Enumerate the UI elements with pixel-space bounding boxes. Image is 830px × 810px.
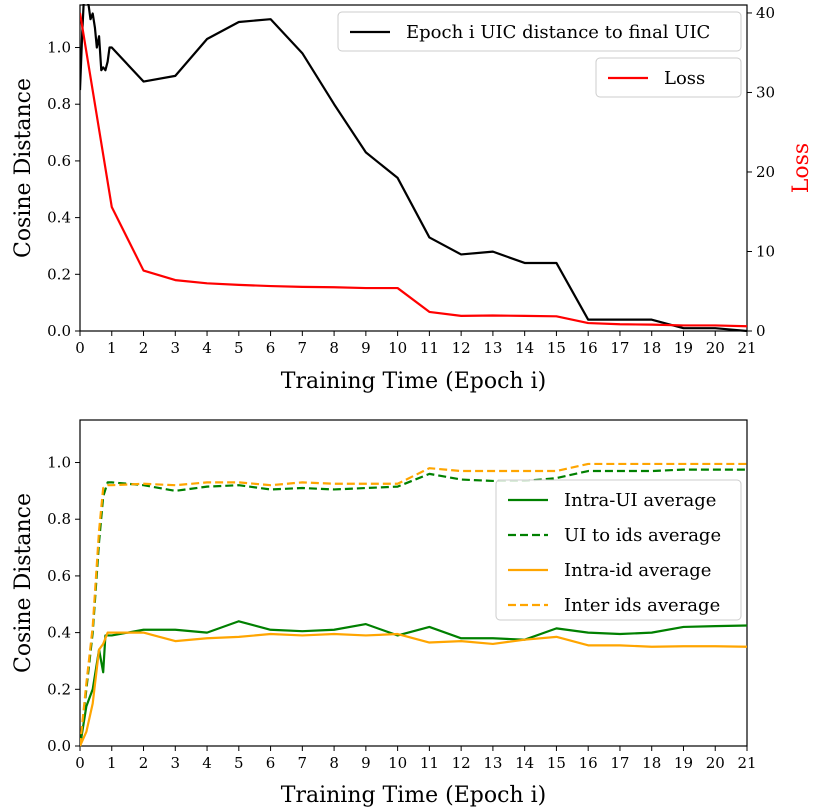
x-tick-label: 18: [642, 754, 661, 772]
x-tick-label: 19: [674, 339, 693, 357]
y-tick-label: 1.0: [47, 39, 71, 57]
y-tick-label: 0.6: [47, 567, 71, 585]
x-tick-label: 15: [547, 754, 566, 772]
series-group: [80, 4, 747, 332]
x-tick-label: 11: [420, 754, 439, 772]
legend-label: Epoch i UIC distance to final UIC: [406, 22, 710, 43]
x-tick-label: 10: [388, 339, 407, 357]
x-tick-label: 14: [515, 754, 534, 772]
x-tick-label: 8: [329, 339, 339, 357]
series-line-intra-ui-average: [80, 620, 747, 747]
legend-label: UI to ids average: [564, 525, 721, 546]
y-tick-label: 0.2: [47, 265, 71, 283]
y2-tick-label: 0: [756, 322, 766, 340]
legend: Loss: [595, 57, 742, 98]
y-tick-label: 0.4: [47, 624, 71, 642]
y-tick-label: 0.0: [47, 737, 71, 755]
y-tick-label: 1.0: [47, 454, 71, 472]
x-tick-label: 6: [266, 754, 276, 772]
series-line-ui-to-ids-average: [80, 468, 747, 747]
x-tick-label: 5: [234, 339, 244, 357]
x-tick-label: 17: [610, 754, 629, 772]
series-line-inter-ids-average: [80, 462, 747, 747]
x-tick-label: 14: [515, 339, 534, 357]
x-tick-label: 10: [388, 754, 407, 772]
x-tick-label: 4: [202, 754, 212, 772]
y2-tick-label: 40: [756, 4, 775, 22]
x-tick-label: 9: [361, 339, 371, 357]
legend-box: [595, 57, 742, 98]
bottom-chart: 0 1 2 3 4 5 6 7 8 9 10 11 12 13 14 15 16 17 18 19 20 210.00.2…: [11, 419, 757, 808]
x-tick-label: 2: [139, 339, 149, 357]
x-tick-label: 8: [329, 754, 339, 772]
x-tick-label: 12: [452, 754, 471, 772]
x-tick-label: 13: [483, 339, 502, 357]
x-tick-label: 13: [483, 754, 502, 772]
x-tick-label: 7: [298, 754, 308, 772]
x-tick-label: 21: [737, 754, 756, 772]
series-line-epoch-i-uic-distance-to-final-uic: [80, 4, 747, 332]
x-tick-label: 3: [171, 339, 181, 357]
x-tick-label: 20: [706, 754, 725, 772]
y-axis-label: Cosine Distance: [11, 78, 36, 258]
top-chart: 0 1 2 3 4 5 6 7 8 9 10 11 12 13 14 15 16 17 18 19 20 210.00.2…: [11, 4, 814, 394]
x-tick-label: 15: [547, 339, 566, 357]
x-tick-label: 17: [610, 339, 629, 357]
legend-box: [495, 479, 742, 621]
y-axis-label: Cosine Distance: [11, 493, 36, 673]
x-axis-label: Training Time (Epoch i): [281, 783, 546, 808]
legend-label: Loss: [664, 68, 705, 89]
legend: Intra-UI average UI to ids average Intra-i…: [495, 479, 742, 621]
x-tick-label: 19: [674, 754, 693, 772]
y2-tick-label: 20: [756, 163, 775, 181]
legend-label: Intra-UI average: [564, 490, 716, 511]
y-tick-label: 0.0: [47, 322, 71, 340]
series-line-loss: [80, 12, 747, 328]
x-tick-label: 3: [171, 754, 181, 772]
x-tick-label: 16: [579, 339, 598, 357]
y2-tick-label: 10: [756, 242, 775, 260]
x-tick-label: 12: [452, 339, 471, 357]
x-tick-label: 5: [234, 754, 244, 772]
x-tick-label: 20: [706, 339, 725, 357]
y-tick-label: 0.2: [47, 680, 71, 698]
legend-box: [337, 11, 742, 52]
y-tick-label: 0.8: [47, 95, 71, 113]
series-line-intra-id-average: [80, 631, 747, 747]
plot-frame: [79, 4, 748, 332]
x-tick-label: 21: [737, 339, 756, 357]
x-tick-label: 7: [298, 339, 308, 357]
y-tick-label: 0.4: [47, 209, 71, 227]
y-tick-label: 0.8: [47, 510, 71, 528]
x-axis-label: Training Time (Epoch i): [281, 369, 546, 394]
legend: Epoch i UIC distance to final UIC: [337, 11, 742, 52]
x-tick-label: 6: [266, 339, 276, 357]
x-tick-label: 1: [107, 754, 117, 772]
x-tick-label: 1: [107, 339, 117, 357]
legend-label: Intra-id average: [564, 560, 711, 581]
y-tick-label: 0.6: [47, 152, 71, 170]
plot-frame: [79, 419, 748, 747]
x-tick-label: 0: [75, 339, 85, 357]
y2-axis-label: Loss: [789, 143, 814, 193]
x-tick-label: 2: [139, 754, 149, 772]
y2-tick-label: 30: [756, 83, 775, 101]
x-tick-label: 18: [642, 339, 661, 357]
x-tick-label: 4: [202, 339, 212, 357]
x-tick-label: 11: [420, 339, 439, 357]
x-tick-label: 16: [579, 754, 598, 772]
series-group: [80, 462, 747, 747]
x-tick-label: 9: [361, 754, 371, 772]
legend-label: Inter ids average: [564, 595, 720, 616]
x-tick-label: 0: [75, 754, 85, 772]
